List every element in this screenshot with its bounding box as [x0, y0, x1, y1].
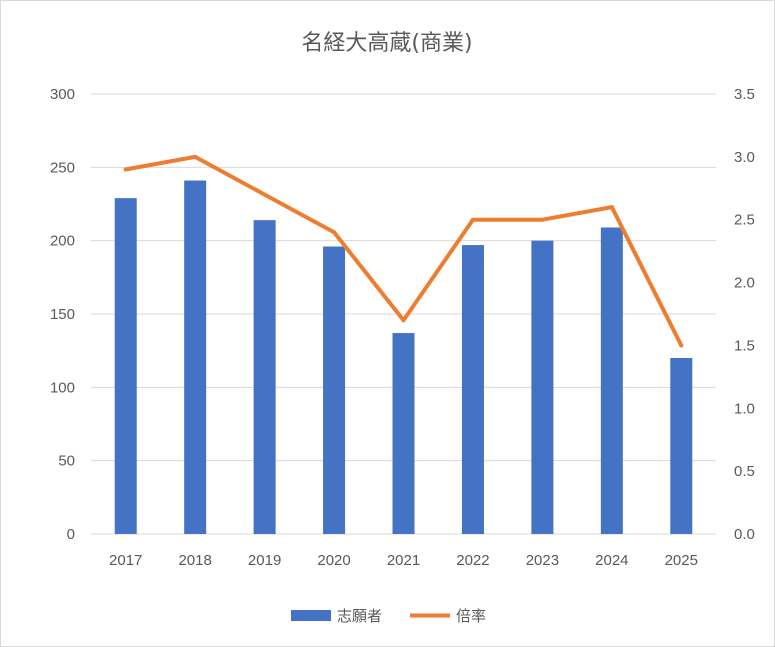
left-tick-label: 200 [50, 233, 75, 250]
right-tick-label: 0.0 [734, 526, 755, 543]
line-point [332, 230, 337, 235]
legend-swatch-bar [291, 610, 331, 621]
bar [600, 227, 623, 534]
bar [253, 220, 276, 534]
left-tick-label: 100 [50, 379, 75, 396]
right-tick-label: 1.5 [734, 337, 755, 354]
x-tick-label: 2019 [248, 552, 281, 569]
line-point [123, 167, 128, 172]
x-tick-label: 2023 [526, 552, 559, 569]
line-path [123, 154, 684, 348]
left-tick-label: 0 [67, 526, 75, 543]
x-tick-label: 2022 [456, 552, 489, 569]
x-tick-label: 2020 [317, 552, 350, 569]
x-tick-label: 2017 [109, 552, 142, 569]
legend-label-bar: 志願者 [337, 607, 382, 625]
line-point [262, 192, 267, 197]
x-tick-label: 2021 [387, 552, 420, 569]
bar [184, 180, 207, 535]
right-tick-label: 2.0 [734, 275, 755, 292]
bar [531, 240, 554, 534]
right-tick-label: 2.5 [734, 212, 755, 229]
chart-title: 名経大高蔵(商業) [301, 31, 472, 56]
right-tick-label: 0.5 [734, 463, 755, 480]
x-axis-ticks: 2017 2018 2019 2020 2021 2022 2023 2024 2025 [109, 552, 698, 569]
line-point [470, 217, 475, 222]
line-point [540, 217, 545, 222]
right-tick-label: 3.5 [734, 86, 755, 103]
legend-label-line: 倍率 [456, 607, 486, 625]
right-tick-label: 1.0 [734, 400, 755, 417]
left-tick-label: 300 [50, 86, 75, 103]
line-point [609, 205, 614, 210]
bar [114, 198, 137, 534]
bar [461, 245, 484, 535]
right-axis-ticks: 0.0 0.5 1.0 1.5 2.0 2.5 3.0 3.5 [734, 86, 755, 543]
line-point [193, 154, 198, 159]
bar [392, 333, 415, 534]
bar [323, 246, 346, 535]
bar [670, 358, 693, 534]
right-tick-label: 3.0 [734, 149, 755, 166]
line-point [679, 343, 684, 348]
left-tick-label: 150 [50, 306, 75, 323]
x-tick-label: 2024 [595, 552, 628, 569]
left-tick-label: 250 [50, 159, 75, 176]
x-tick-label: 2018 [178, 552, 211, 569]
left-tick-label: 50 [58, 453, 75, 470]
bar-series [114, 180, 693, 535]
legend: 志願者 倍率 [291, 607, 486, 625]
x-tick-label: 2025 [665, 552, 698, 569]
line-series [123, 154, 684, 348]
line-point [401, 318, 406, 323]
left-axis-ticks: 0 50 100 150 200 250 300 [50, 86, 75, 543]
